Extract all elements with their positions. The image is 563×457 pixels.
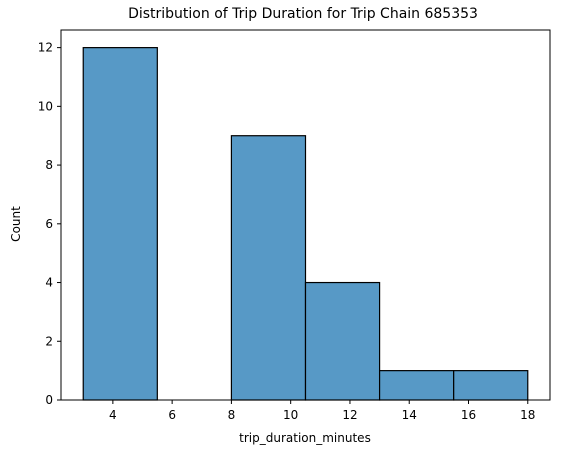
x-tick-label: 6 bbox=[168, 408, 176, 422]
x-ticks: 4 6 8 10 12 14 16 18 bbox=[109, 400, 535, 422]
x-tick-label: 10 bbox=[283, 408, 298, 422]
y-tick-label: 12 bbox=[38, 41, 53, 55]
x-tick-label: 12 bbox=[342, 408, 357, 422]
y-tick-label: 10 bbox=[38, 99, 53, 113]
histogram-bar-5 bbox=[453, 370, 529, 401]
y-tick-label: 4 bbox=[45, 276, 53, 290]
x-tick-label: 18 bbox=[520, 408, 535, 422]
y-tick-label: 8 bbox=[45, 158, 53, 172]
histogram-bar-2 bbox=[230, 135, 307, 401]
y-ticks: 0 2 4 6 8 10 12 bbox=[38, 41, 61, 407]
histogram-bar-0 bbox=[82, 47, 158, 401]
y-tick-label: 6 bbox=[45, 217, 53, 231]
bars-layer bbox=[82, 47, 529, 401]
y-axis-label: Count bbox=[9, 206, 23, 242]
x-tick-label: 8 bbox=[228, 408, 236, 422]
histogram-bar-4 bbox=[378, 370, 455, 401]
x-tick-label: 16 bbox=[461, 408, 476, 422]
axes-layer bbox=[60, 29, 551, 401]
y-tick-label: 0 bbox=[45, 393, 53, 407]
chart-title: Distribution of Trip Duration for Trip C… bbox=[128, 6, 478, 22]
x-tick-label: 4 bbox=[109, 408, 117, 422]
histogram-bar-3 bbox=[304, 281, 381, 401]
x-axis-label: trip_duration_minutes bbox=[239, 431, 371, 445]
plot-frame bbox=[60, 29, 551, 401]
y-tick-label: 2 bbox=[45, 334, 53, 348]
x-tick-label: 14 bbox=[402, 408, 417, 422]
